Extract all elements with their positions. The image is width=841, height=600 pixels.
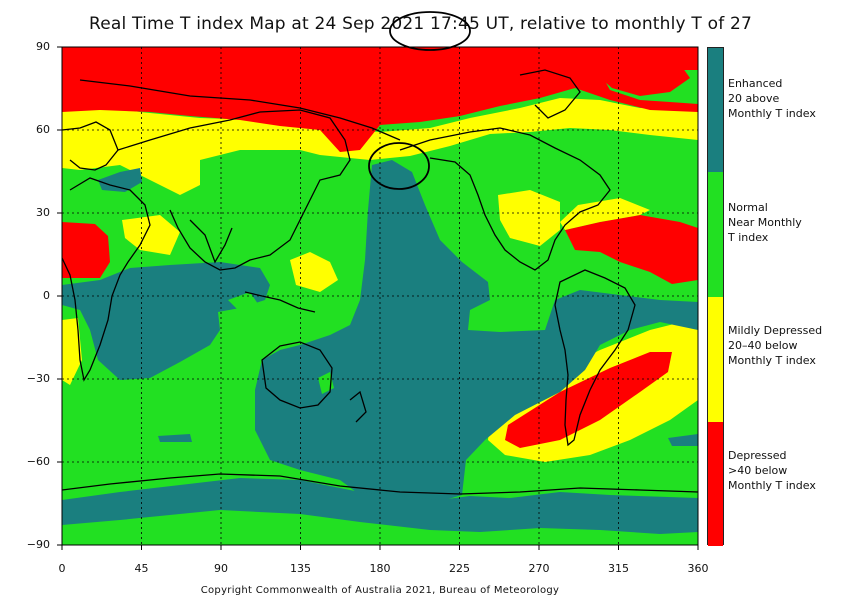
y-tick-label: −90 xyxy=(26,538,50,551)
region-mildly-depressed-indian-west xyxy=(62,318,82,385)
legend-line: >40 below xyxy=(728,464,788,477)
x-tick-label: 270 xyxy=(528,562,550,575)
region-enhanced-south-pacific-east xyxy=(668,434,698,446)
legend-label-mildly-depressed: Mildly Depressed 20–40 below Monthly T i… xyxy=(728,323,840,368)
coast-australia xyxy=(261,341,333,409)
y-tick-label: 30 xyxy=(36,206,50,219)
copyright-notice: Copyright Commonwealth of Australia 2021… xyxy=(200,585,560,596)
map-title: Real Time T index Map at 24 Sep 2021 17:… xyxy=(88,14,753,34)
legend-line: T index xyxy=(728,231,769,244)
region-depressed-caribbean xyxy=(565,215,698,284)
region-mildly-depressed-caribbean xyxy=(560,198,650,230)
y-tick-label: −60 xyxy=(26,455,50,468)
coast-india xyxy=(189,219,233,264)
legend-line: Enhanced xyxy=(728,77,783,90)
region-enhanced-caspian xyxy=(98,168,142,192)
x-tick-label: 315 xyxy=(608,562,629,575)
legend-line: 20–40 below xyxy=(728,339,798,352)
region-enhanced-pacific xyxy=(255,160,698,500)
coast-indonesia xyxy=(244,291,316,313)
x-tick-label: 180 xyxy=(369,562,391,575)
coast-south-america xyxy=(554,269,636,447)
legend-swatch-normal xyxy=(708,172,723,297)
grid-lines xyxy=(62,47,698,545)
y-tick-label: −30 xyxy=(26,372,50,385)
x-tick-label: 135 xyxy=(290,562,311,575)
legend-label-normal: Normal Near Monthly T index xyxy=(728,200,840,245)
region-mildly-depressed-west-pacific xyxy=(290,252,338,292)
region-depressed-west-africa xyxy=(62,222,110,278)
x-tick-label: 90 xyxy=(214,562,228,575)
region-depressed-atlantic-north xyxy=(598,58,690,96)
region-mildly-depressed-mexico xyxy=(498,190,560,246)
x-tick-label: 0 xyxy=(58,562,66,575)
region-normal-indonesia xyxy=(228,292,262,318)
coast-nz xyxy=(349,390,367,423)
legend-line: Monthly T index xyxy=(728,354,816,367)
coastlines xyxy=(62,69,698,495)
legend-color-bar xyxy=(707,47,724,546)
axis-ticks xyxy=(57,46,699,550)
region-mildly-depressed-arabia xyxy=(122,215,180,255)
coast-asia xyxy=(117,109,351,271)
legend-label-depressed: Depressed >40 below Monthly T index xyxy=(728,448,840,493)
annotation-ellipse-time xyxy=(389,11,471,51)
legend-swatch-depressed xyxy=(708,422,723,546)
coast-north-america xyxy=(399,127,611,271)
y-tick-label: 90 xyxy=(36,40,50,53)
legend-line: Depressed xyxy=(728,449,787,462)
y-tick-label: 0 xyxy=(43,289,50,302)
legend-line: Normal xyxy=(728,201,768,214)
legend-label-enhanced: Enhanced 20 above Monthly T index xyxy=(728,76,840,121)
legend-swatch-enhanced xyxy=(708,48,723,172)
legend-swatch-mildly-depressed xyxy=(708,297,723,422)
x-tick-label: 225 xyxy=(449,562,470,575)
legend-line: Near Monthly xyxy=(728,216,802,229)
coast-greenland xyxy=(519,69,581,119)
region-enhanced-south-pacific-west xyxy=(158,434,192,442)
legend-line: 20 above xyxy=(728,92,780,105)
legend-line: Monthly T index xyxy=(728,479,816,492)
region-depressed-south-atlantic xyxy=(505,352,672,448)
coast-arctic xyxy=(79,79,401,141)
legend-line: Monthly T index xyxy=(728,107,816,120)
y-tick-label: 60 xyxy=(36,123,50,136)
annotation-ellipse-pacific xyxy=(368,142,430,190)
coast-antarctica xyxy=(62,473,698,495)
legend: Enhanced 20 above Monthly T index Normal… xyxy=(707,47,841,546)
x-tick-label: 360 xyxy=(687,562,709,575)
legend-line: Mildly Depressed xyxy=(728,324,823,337)
x-tick-label: 45 xyxy=(134,562,149,575)
